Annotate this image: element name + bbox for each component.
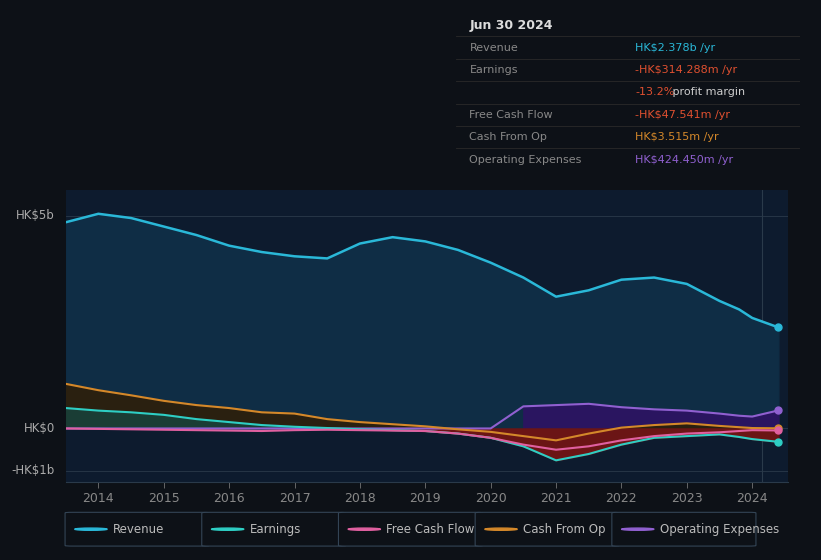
FancyBboxPatch shape	[338, 512, 483, 546]
Text: Revenue: Revenue	[113, 522, 164, 536]
Text: Cash From Op: Cash From Op	[523, 522, 606, 536]
Circle shape	[484, 528, 517, 530]
Text: -HK$314.288m /yr: -HK$314.288m /yr	[635, 65, 737, 75]
Circle shape	[211, 528, 244, 530]
Text: HK$3.515m /yr: HK$3.515m /yr	[635, 132, 718, 142]
FancyBboxPatch shape	[65, 512, 209, 546]
Text: Operating Expenses: Operating Expenses	[470, 155, 582, 165]
Text: Earnings: Earnings	[250, 522, 301, 536]
Text: HK$2.378b /yr: HK$2.378b /yr	[635, 43, 715, 53]
Text: Jun 30 2024: Jun 30 2024	[470, 18, 553, 32]
Text: HK$5b: HK$5b	[16, 209, 55, 222]
Text: -HK$1b: -HK$1b	[11, 464, 55, 478]
Text: HK$424.450m /yr: HK$424.450m /yr	[635, 155, 733, 165]
Text: HK$0: HK$0	[24, 422, 55, 435]
Text: -HK$47.541m /yr: -HK$47.541m /yr	[635, 110, 730, 120]
Circle shape	[348, 528, 381, 530]
Text: Free Cash Flow: Free Cash Flow	[387, 522, 475, 536]
FancyBboxPatch shape	[475, 512, 619, 546]
Text: Revenue: Revenue	[470, 43, 518, 53]
Text: Operating Expenses: Operating Expenses	[660, 522, 779, 536]
Text: Earnings: Earnings	[470, 65, 518, 75]
Circle shape	[621, 528, 654, 530]
Text: Cash From Op: Cash From Op	[470, 132, 548, 142]
FancyBboxPatch shape	[202, 512, 346, 546]
Circle shape	[75, 528, 108, 530]
Text: Free Cash Flow: Free Cash Flow	[470, 110, 553, 120]
Text: -13.2%: -13.2%	[635, 87, 674, 97]
Text: profit margin: profit margin	[669, 87, 745, 97]
FancyBboxPatch shape	[612, 512, 756, 546]
